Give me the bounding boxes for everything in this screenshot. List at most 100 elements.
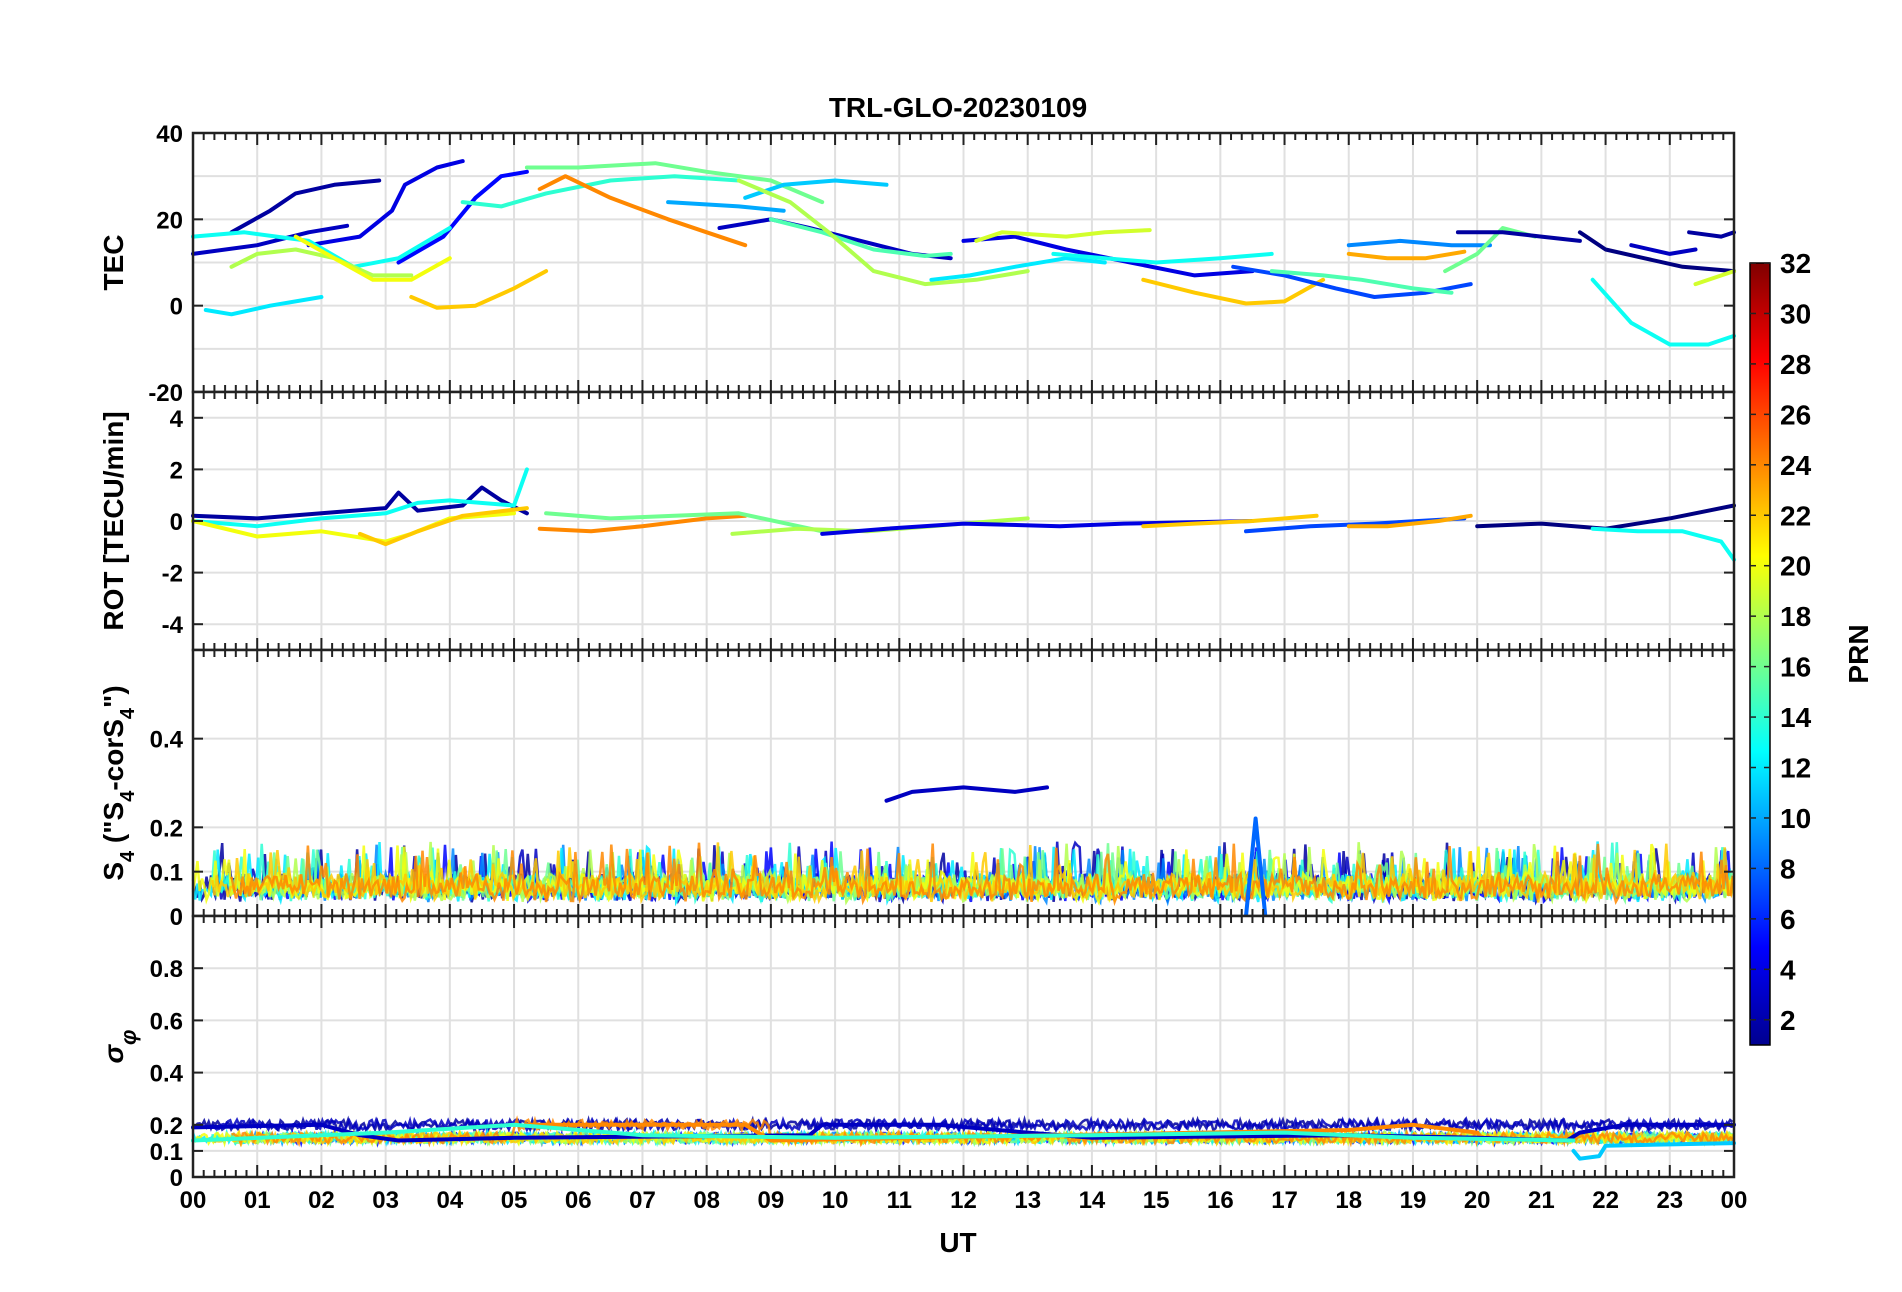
series-prn-13 bbox=[191, 226, 452, 269]
y-axis-label-part: -corS bbox=[98, 719, 129, 791]
y-tick-label: 20 bbox=[156, 207, 183, 234]
panel-tec: 40 20 0 -20 TEC bbox=[98, 121, 1736, 407]
series-prn-12 bbox=[929, 256, 1107, 282]
series-prn-22 bbox=[1141, 513, 1319, 529]
series-prn-23 bbox=[1346, 249, 1467, 261]
x-tick-label: 00 bbox=[180, 1187, 207, 1214]
noise-trace bbox=[191, 843, 1734, 906]
x-tick-label: 04 bbox=[436, 1187, 463, 1214]
y-axis-label-part: 4 bbox=[117, 790, 139, 802]
x-tick-label: 13 bbox=[1014, 1187, 1041, 1214]
x-tick-label: 22 bbox=[1592, 1187, 1619, 1214]
x-tick-label: 07 bbox=[629, 1187, 656, 1214]
colorbar-tick-label: 22 bbox=[1780, 500, 1811, 531]
x-tick-label: 19 bbox=[1400, 1187, 1427, 1214]
x-tick-label: 09 bbox=[758, 1187, 785, 1214]
x-axis: 00 01 02 03 04 05 06 07 08 09 10 11 12 13 14 15 16 17 18 19… bbox=[180, 1187, 1748, 1214]
series-prn-19 bbox=[1693, 269, 1736, 287]
colorbar-tick-label: 32 bbox=[1780, 248, 1811, 279]
y-tick-label: -20 bbox=[148, 380, 183, 407]
colorbar-tick-label: 2 bbox=[1780, 1005, 1796, 1036]
colorbar-tick-label: 16 bbox=[1780, 652, 1811, 683]
series-prn-1 bbox=[1577, 230, 1736, 274]
series-prn-2 bbox=[229, 178, 382, 235]
series-prn-14 bbox=[460, 174, 741, 209]
series-prn-2 bbox=[1455, 230, 1582, 243]
series-prn-12 bbox=[203, 295, 324, 317]
series-prn-22 bbox=[1141, 277, 1326, 306]
y-tick-label: 0.8 bbox=[150, 956, 183, 983]
y-axis-label-part: σ bbox=[98, 1044, 129, 1064]
series-prn-20 bbox=[293, 234, 452, 282]
series-prn-13 bbox=[1590, 277, 1736, 347]
series-prn-2 bbox=[1687, 230, 1736, 239]
series-prn-15 bbox=[768, 217, 953, 258]
series-prn-3 bbox=[884, 785, 1049, 803]
y-tick-label: -4 bbox=[162, 612, 184, 639]
y-tick-label: 2 bbox=[170, 457, 183, 484]
y-axis-label-tec: TEC bbox=[98, 235, 129, 291]
y-tick-label: 0 bbox=[170, 904, 183, 931]
y-tick-label: 0 bbox=[170, 509, 183, 536]
colorbar-tick-label: 30 bbox=[1780, 298, 1811, 329]
x-axis-label: UT bbox=[939, 1227, 976, 1258]
colorbar-tick-label: 24 bbox=[1780, 450, 1812, 481]
colorbar-tick-label: 12 bbox=[1780, 753, 1811, 784]
series-prn-18 bbox=[736, 178, 1030, 287]
x-tick-label: 03 bbox=[372, 1187, 399, 1214]
series-prn-13 bbox=[1051, 251, 1274, 265]
series-prn-4 bbox=[820, 519, 1255, 536]
x-tick-label: 14 bbox=[1079, 1187, 1106, 1214]
x-tick-label: 11 bbox=[887, 1187, 912, 1214]
y-axis-label-part: φ bbox=[116, 1029, 141, 1044]
y-tick-label: -2 bbox=[162, 561, 183, 588]
x-tick-label: 00 bbox=[1721, 1187, 1748, 1214]
series-prn-11 bbox=[1571, 1141, 1736, 1161]
x-tick-label: 20 bbox=[1464, 1187, 1491, 1214]
y-tick-label: 0.6 bbox=[150, 1008, 183, 1035]
y-tick-label: 0.4 bbox=[150, 1061, 184, 1088]
x-tick-label: 21 bbox=[1528, 1187, 1555, 1214]
y-tick-label: 0.2 bbox=[150, 815, 183, 842]
x-tick-label: 17 bbox=[1271, 1187, 1298, 1214]
y-tick-label: 0.1 bbox=[150, 860, 183, 887]
series-prn-15 bbox=[1269, 269, 1454, 295]
x-tick-label: 06 bbox=[565, 1187, 592, 1214]
series-prn-14 bbox=[191, 1122, 1576, 1143]
chart-title: TRL-GLO-20230109 bbox=[829, 92, 1087, 123]
series-prn-23 bbox=[1346, 513, 1473, 529]
x-tick-label: 16 bbox=[1207, 1187, 1234, 1214]
x-tick-label: 15 bbox=[1143, 1187, 1170, 1214]
y-tick-label: 0 bbox=[170, 294, 183, 321]
y-axis-label-sigma: σφ bbox=[98, 1029, 141, 1063]
panel-rot: 4 2 0 -2 -4 ROT [TECU/min] bbox=[98, 390, 1736, 652]
x-tick-label: 10 bbox=[822, 1187, 849, 1214]
y-tick-label: 0 bbox=[170, 1165, 183, 1192]
colorbar-gradient bbox=[1749, 262, 1771, 1046]
series-prn-22 bbox=[409, 269, 549, 310]
y-axis-label-s4: S4 ("S4-corS4") bbox=[98, 685, 139, 880]
x-tick-label: 01 bbox=[244, 1187, 271, 1214]
x-tick-label: 12 bbox=[950, 1187, 977, 1214]
y-tick-label: 0.4 bbox=[150, 727, 184, 754]
noise-trace bbox=[211, 1115, 1734, 1135]
y-axis-label-part: S bbox=[98, 862, 129, 881]
x-tick-label: 02 bbox=[308, 1187, 335, 1214]
colorbar-tick-label: 28 bbox=[1780, 349, 1811, 380]
series-prn-8 bbox=[1244, 816, 1268, 918]
series-prn-2 bbox=[191, 485, 529, 521]
y-axis-label-part: ") bbox=[98, 685, 129, 708]
series-prn-5 bbox=[396, 169, 529, 265]
y-tick-label: 40 bbox=[156, 121, 183, 148]
colorbar-tick-label: 20 bbox=[1780, 551, 1811, 582]
y-axis-label-part: 4 bbox=[117, 707, 139, 719]
panel-sigma: 0.8 0.6 0.4 0.20.10 σφ bbox=[98, 914, 1736, 1192]
y-axis-label-part: 4 bbox=[117, 850, 139, 862]
series-prn-19 bbox=[974, 228, 1152, 243]
series-prn-3 bbox=[191, 1122, 1736, 1143]
series-prn-4 bbox=[306, 159, 465, 248]
y-tick-label: 4 bbox=[170, 406, 184, 433]
